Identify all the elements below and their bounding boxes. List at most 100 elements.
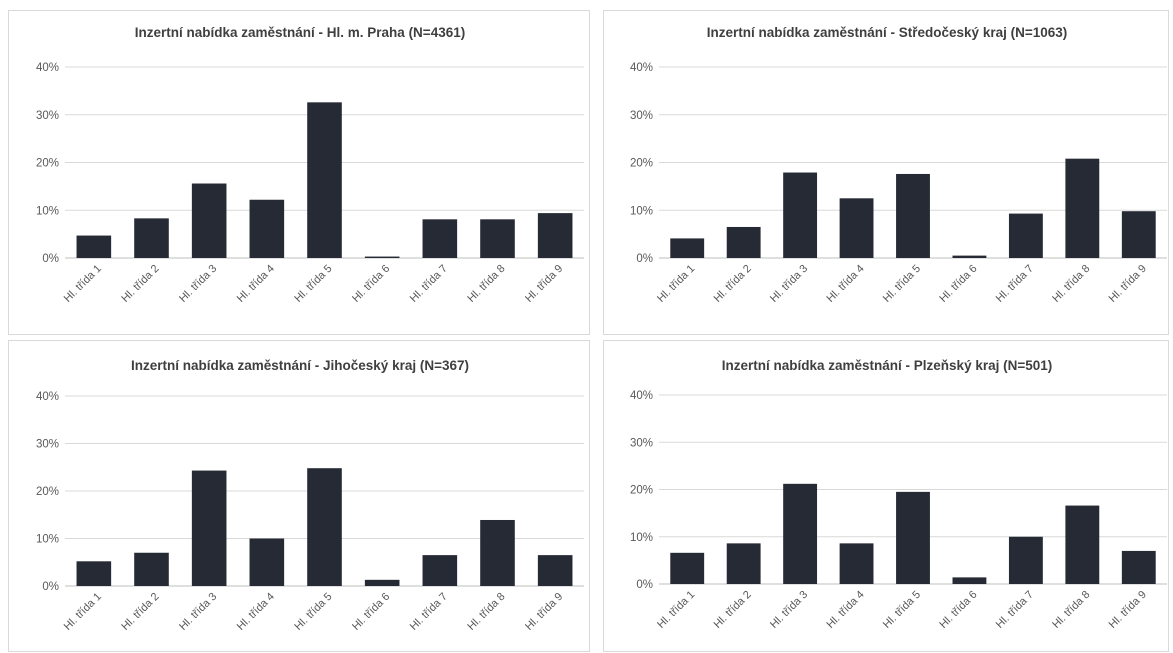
bar: [896, 173, 930, 258]
bar: [1121, 211, 1156, 258]
y-tick-label: 30%: [36, 439, 59, 451]
x-tick-label: Hl. třída 5: [881, 263, 923, 305]
x-tick-label: Hl. třída 6: [937, 589, 979, 631]
bar: [364, 579, 400, 586]
y-tick-label: 0%: [636, 253, 653, 265]
y-tick-label: 10%: [630, 205, 653, 217]
bar: [726, 226, 761, 258]
y-tick-label: 0%: [42, 253, 59, 265]
x-tick-label: Hl. třída 9: [1107, 263, 1149, 305]
x-tick-label: Hl. třída 1: [62, 263, 104, 305]
x-tick-label: Hl. třída 2: [119, 591, 161, 633]
bar: [249, 538, 285, 586]
bar: [307, 102, 342, 259]
bar: [839, 198, 874, 258]
bar: [896, 491, 930, 584]
x-tick-label: Hl. třída 3: [177, 263, 219, 305]
x-tick-label: Hl. třída 3: [177, 591, 219, 633]
y-tick-label: 40%: [630, 62, 653, 74]
bar: [134, 552, 169, 586]
x-tick-label: Hl. třída 1: [655, 263, 697, 305]
chart-title: Inzertní nabídka zaměstnání - Jihočeský …: [131, 358, 469, 373]
bar: [191, 470, 227, 586]
bar: [670, 552, 705, 584]
bar: [134, 218, 169, 258]
x-tick-label: Hl. třída 2: [119, 263, 161, 305]
bar: [537, 555, 573, 586]
chart-title: Inzertní nabídka zaměstnání - Plzeňský k…: [722, 358, 1053, 373]
bar: [952, 255, 987, 258]
x-tick-label: Hl. třída 1: [62, 591, 104, 633]
bar: [952, 577, 987, 584]
bar: [249, 199, 285, 258]
bar: [537, 213, 573, 258]
bar: [480, 219, 515, 258]
chart-title: Inzertní nabídka zaměstnání - Středočesk…: [707, 25, 1068, 40]
x-tick-label: Hl. třída 5: [292, 263, 334, 305]
x-tick-label: Hl. třída 7: [408, 263, 450, 305]
bar: [726, 543, 761, 584]
y-tick-label: 40%: [630, 390, 653, 402]
bar: [422, 555, 458, 586]
x-tick-label: Hl. třída 5: [881, 589, 923, 631]
x-tick-label: Hl. třída 7: [994, 263, 1036, 305]
x-tick-label: Hl. třída 5: [292, 591, 334, 633]
y-tick-label: 20%: [630, 485, 653, 497]
x-tick-label: Hl. třída 3: [768, 263, 810, 305]
x-tick-label: Hl. třída 9: [523, 591, 565, 633]
chart-svg-stredocesky: Inzertní nabídka zaměstnání - Středočesk…: [630, 25, 1167, 305]
x-tick-label: Hl. třída 6: [937, 263, 979, 305]
chart-svg-praha: Inzertní nabídka zaměstnání - Hl. m. Pra…: [36, 25, 584, 305]
x-tick-label: Hl. třída 7: [994, 589, 1036, 631]
y-tick-label: 10%: [630, 532, 653, 544]
x-tick-label: Hl. třída 4: [824, 589, 866, 631]
chart-panel-plzensky: Inzertní nabídka zaměstnání - Plzeňský k…: [603, 340, 1169, 652]
y-tick-label: 0%: [636, 579, 653, 591]
bar: [480, 519, 515, 586]
x-tick-label: Hl. třída 6: [350, 591, 392, 633]
y-tick-label: 40%: [36, 391, 59, 403]
bar: [783, 483, 818, 584]
y-tick-label: 40%: [36, 62, 59, 74]
bar: [1008, 213, 1043, 258]
x-tick-label: Hl. třída 6: [350, 263, 392, 305]
chart-svg-plzensky: Inzertní nabídka zaměstnání - Plzeňský k…: [630, 358, 1167, 631]
x-tick-label: Hl. třída 9: [1107, 589, 1149, 631]
bar: [191, 183, 227, 258]
y-tick-label: 10%: [36, 534, 59, 546]
chart-panel-praha: Inzertní nabídka zaměstnání - Hl. m. Pra…: [8, 10, 590, 335]
chart-svg-jihocesky: Inzertní nabídka zaměstnání - Jihočeský …: [36, 358, 584, 633]
bar: [364, 256, 400, 258]
x-tick-label: Hl. třída 7: [408, 591, 450, 633]
bar: [783, 172, 818, 258]
x-tick-label: Hl. třída 1: [655, 589, 697, 631]
y-tick-label: 30%: [630, 110, 653, 122]
x-tick-label: Hl. třída 8: [465, 263, 507, 305]
x-tick-label: Hl. třída 9: [523, 263, 565, 305]
x-tick-label: Hl. třída 8: [1050, 263, 1092, 305]
bar: [1065, 158, 1100, 258]
bar: [76, 561, 112, 586]
x-tick-label: Hl. třída 3: [768, 589, 810, 631]
x-tick-label: Hl. třída 4: [235, 263, 277, 305]
chart-title: Inzertní nabídka zaměstnání - Hl. m. Pra…: [135, 25, 465, 40]
y-tick-label: 30%: [630, 437, 653, 449]
chart-panel-jihocesky: Inzertní nabídka zaměstnání - Jihočeský …: [8, 340, 590, 652]
y-tick-label: 20%: [36, 158, 59, 170]
x-tick-label: Hl. třída 2: [712, 263, 754, 305]
x-tick-label: Hl. třída 8: [1050, 589, 1092, 631]
chart-panel-stredocesky: Inzertní nabídka zaměstnání - Středočesk…: [603, 10, 1169, 335]
x-tick-label: Hl. třída 4: [824, 263, 866, 305]
y-tick-label: 0%: [42, 581, 59, 593]
y-tick-label: 20%: [630, 158, 653, 170]
bar: [670, 238, 705, 258]
bar: [839, 543, 874, 584]
y-tick-label: 10%: [36, 205, 59, 217]
bar: [76, 235, 112, 258]
y-tick-label: 30%: [36, 110, 59, 122]
bar: [422, 219, 458, 258]
bar: [1008, 536, 1043, 584]
bar: [1065, 505, 1100, 584]
bar: [307, 468, 342, 586]
x-tick-label: Hl. třída 8: [465, 591, 507, 633]
